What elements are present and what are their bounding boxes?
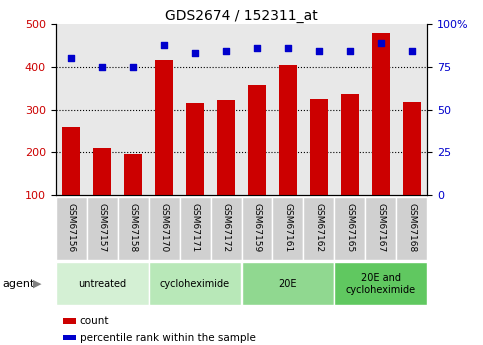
Bar <box>403 102 421 195</box>
Text: GSM67161: GSM67161 <box>284 203 293 252</box>
Text: GSM67159: GSM67159 <box>253 203 261 252</box>
Point <box>253 45 261 51</box>
Point <box>408 49 416 54</box>
Bar <box>149 197 180 260</box>
Text: 20E: 20E <box>279 279 297 289</box>
Text: ▶: ▶ <box>33 279 42 289</box>
Bar <box>63 318 76 324</box>
Point <box>377 40 385 46</box>
Text: GSM67167: GSM67167 <box>376 203 385 252</box>
Bar <box>303 197 334 260</box>
Bar <box>242 197 272 260</box>
Point <box>160 42 168 47</box>
Text: percentile rank within the sample: percentile rank within the sample <box>80 333 256 343</box>
Point <box>191 50 199 56</box>
Bar <box>211 197 242 260</box>
Point <box>129 64 137 70</box>
Point <box>98 64 106 70</box>
Bar <box>117 197 149 260</box>
Bar <box>366 197 397 260</box>
Text: agent: agent <box>2 279 35 289</box>
Bar <box>180 197 211 260</box>
Text: GSM67165: GSM67165 <box>345 203 355 252</box>
Bar <box>341 94 359 195</box>
Bar <box>56 197 86 260</box>
Bar <box>310 99 328 195</box>
Text: GSM67168: GSM67168 <box>408 203 416 252</box>
Text: count: count <box>80 316 109 326</box>
Bar <box>334 197 366 260</box>
Text: GSM67171: GSM67171 <box>190 203 199 252</box>
Text: GSM67170: GSM67170 <box>159 203 169 252</box>
Text: cycloheximide: cycloheximide <box>160 279 230 289</box>
Bar <box>86 197 117 260</box>
Bar <box>372 33 390 195</box>
Text: GSM67158: GSM67158 <box>128 203 138 252</box>
Text: GSM67172: GSM67172 <box>222 203 230 252</box>
Bar <box>149 262 242 305</box>
Bar <box>62 127 80 195</box>
Point <box>67 56 75 61</box>
Bar <box>242 262 334 305</box>
Bar <box>186 103 204 195</box>
Bar <box>334 262 427 305</box>
Bar <box>217 100 235 195</box>
Text: 20E and
cycloheximide: 20E and cycloheximide <box>346 273 416 295</box>
Text: GSM67157: GSM67157 <box>98 203 107 252</box>
Bar <box>248 85 266 195</box>
Point <box>315 49 323 54</box>
Bar <box>272 197 303 260</box>
Bar <box>56 262 149 305</box>
Bar <box>63 335 76 340</box>
Title: GDS2674 / 152311_at: GDS2674 / 152311_at <box>165 9 318 23</box>
Bar <box>124 154 142 195</box>
Point <box>346 49 354 54</box>
Point <box>284 45 292 51</box>
Point <box>222 49 230 54</box>
Text: untreated: untreated <box>78 279 126 289</box>
Text: GSM67162: GSM67162 <box>314 203 324 252</box>
Bar <box>279 65 297 195</box>
Bar <box>397 197 427 260</box>
Bar <box>93 148 112 195</box>
Text: GSM67156: GSM67156 <box>67 203 75 252</box>
Bar <box>155 60 173 195</box>
